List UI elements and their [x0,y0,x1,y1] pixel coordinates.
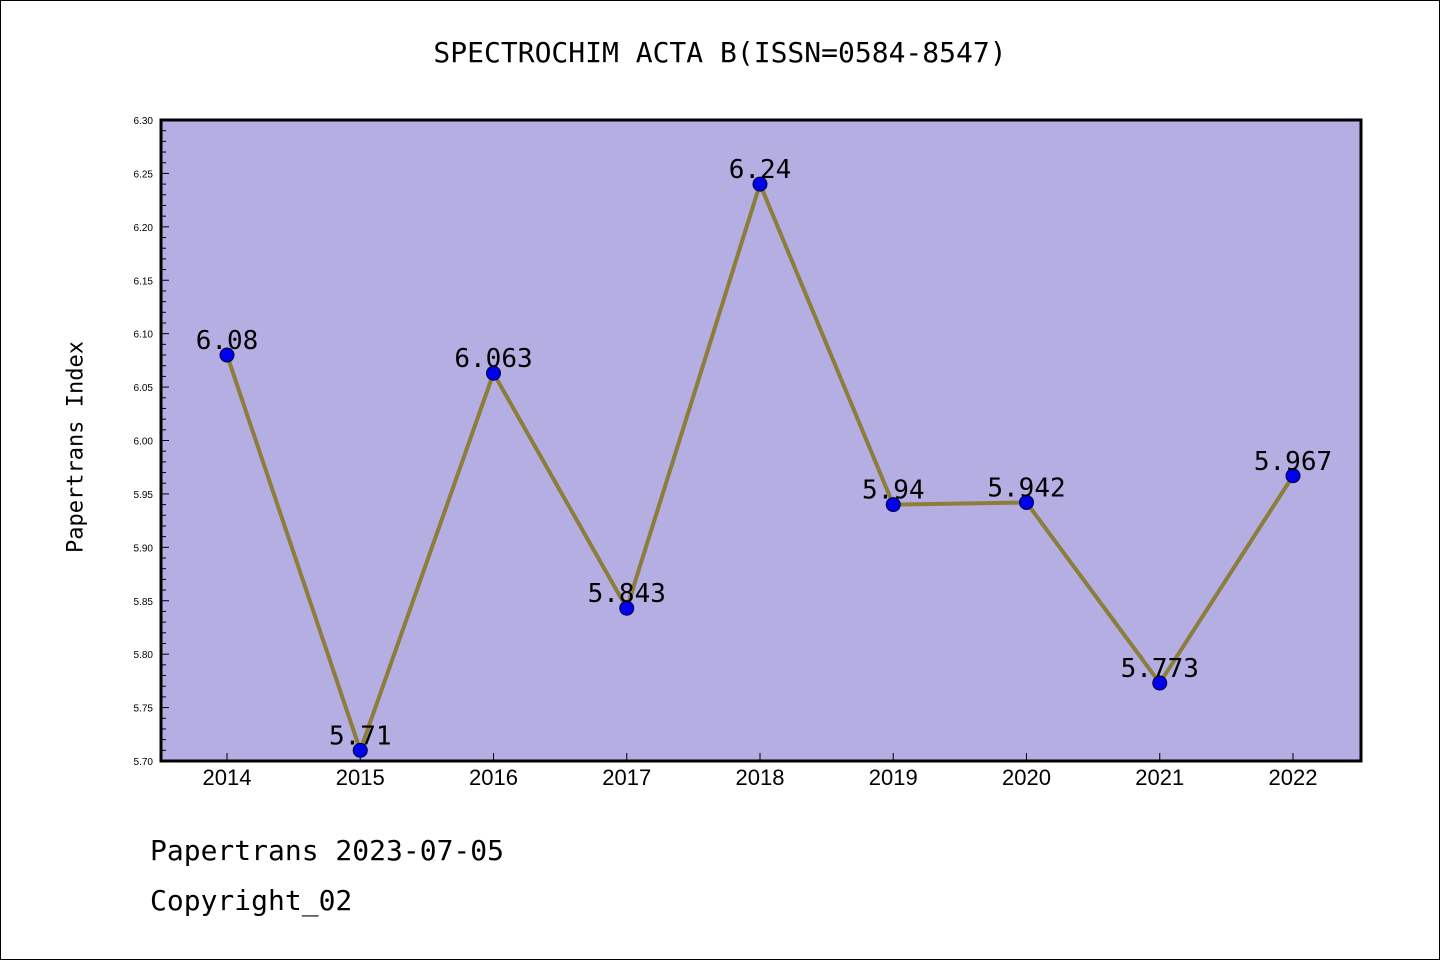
y-tick-label: 5.90 [134,543,154,554]
series-papertrans-index [219,176,1301,758]
data-label: 5.773 [1121,654,1199,684]
x-tick-label: 2014 [203,765,252,790]
y-tick-label: 5.85 [134,597,154,608]
x-tick-label: 2022 [1269,765,1318,790]
x-tick-label: 2015 [336,765,385,790]
plot-border [159,118,1363,763]
data-point [885,497,901,513]
data-label: 6.063 [454,344,532,374]
y-tick-label: 5.75 [134,704,154,715]
data-label: 6.24 [729,155,792,185]
x-tick-label: 2021 [1135,765,1184,790]
data-point [752,176,768,192]
y-tick-label: 6.10 [134,330,154,341]
y-tick-label: 6.30 [134,116,154,127]
data-label: 5.94 [862,476,925,506]
x-tick-label: 2018 [736,765,785,790]
x-tick-label: 2020 [1002,765,1051,790]
y-tick-label: 6.25 [134,169,154,180]
data-point [1152,675,1168,691]
data-point [352,742,368,758]
data-point [1285,468,1301,484]
y-tick-label: 5.95 [134,490,154,501]
x-tick-label: 2019 [869,765,918,790]
x-tick-label: 2016 [469,765,518,790]
y-tick-label: 6.05 [134,383,154,394]
y-tick-label: 6.15 [134,276,154,287]
footer-date: Papertrans 2023-07-05 [150,834,505,867]
data-point [1019,494,1034,510]
footer-copyright: Copyright_02 [150,884,353,917]
chart-title: SPECTROCHIM ACTA B(ISSN=0584-8547) [433,36,1007,69]
data-point [486,365,501,381]
x-tick-label: 2017 [602,765,651,790]
data-label: 6.08 [196,326,259,356]
y-tick-label: 5.70 [134,757,154,768]
y-tick-label: 6.00 [134,437,154,448]
data-labels: 6.08 5.71 6.063 5.843 6.24 5.94 5.942 5.773 5.96… [196,155,1332,751]
data-label: 5.942 [987,473,1065,503]
data-label: 5.967 [1254,447,1332,477]
plot-area [161,120,1361,761]
x-axis: 2014 2015 2016 2017 2018 2019 2020 2021 2022 [203,753,1318,790]
y-tick-label: 6.20 [134,223,154,234]
data-point [219,347,235,363]
y-tick-label: 5.80 [134,650,154,661]
data-point [619,600,635,616]
data-label: 5.843 [588,579,666,609]
data-label: 5.71 [329,721,392,751]
